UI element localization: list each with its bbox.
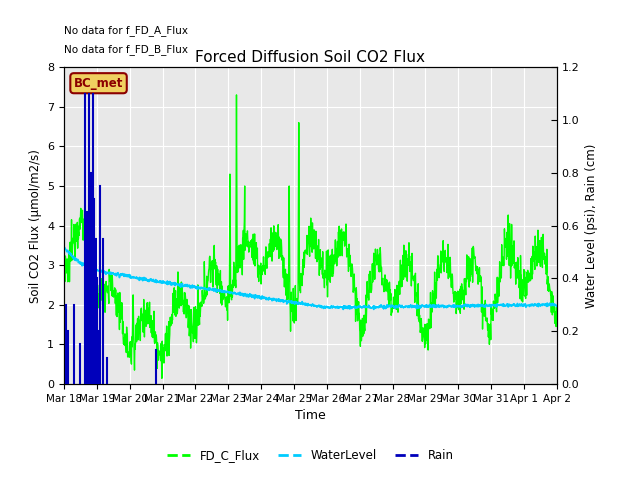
Legend: FD_C_Flux, WaterLevel, Rain: FD_C_Flux, WaterLevel, Rain: [162, 444, 459, 467]
Text: No data for f_FD_A_Flux: No data for f_FD_A_Flux: [64, 24, 188, 36]
Text: BC_met: BC_met: [74, 77, 124, 90]
Title: Forced Diffusion Soil CO2 Flux: Forced Diffusion Soil CO2 Flux: [195, 49, 426, 65]
Y-axis label: Water Level (psi), Rain (cm): Water Level (psi), Rain (cm): [585, 144, 598, 308]
Y-axis label: Soil CO2 Flux (μmol/m2/s): Soil CO2 Flux (μmol/m2/s): [29, 149, 42, 302]
Text: No data for f_FD_B_Flux: No data for f_FD_B_Flux: [64, 44, 188, 55]
X-axis label: Time: Time: [295, 409, 326, 422]
